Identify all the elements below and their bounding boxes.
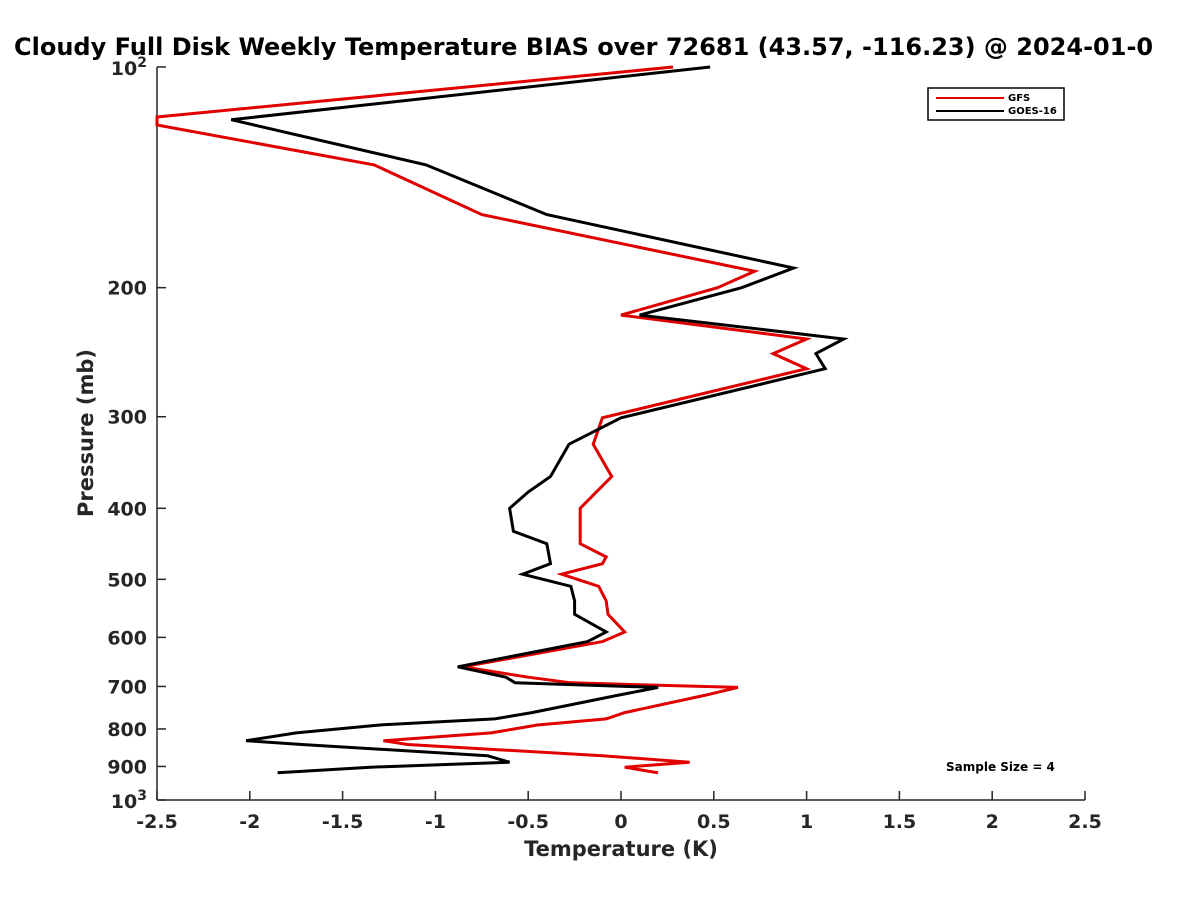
x-tick-label: 2.5: [1068, 811, 1102, 833]
series-line-goes-16: [230, 65, 849, 775]
x-tick-label: 2: [986, 811, 999, 833]
x-tick-label: -2.5: [136, 811, 178, 833]
legend-label-goes-16: GOES-16: [1008, 106, 1057, 117]
x-tick-label: 1.5: [883, 811, 917, 833]
y-tick-label: 900: [107, 756, 147, 778]
y-tick-label: 103: [111, 788, 147, 813]
y-tick-label: 500: [107, 569, 147, 591]
x-tick-label: -2: [239, 811, 260, 833]
y-tick-label: 800: [107, 719, 147, 741]
legend-label-gfs: GFS: [1008, 93, 1030, 104]
y-axis-label: Pressure (mb): [74, 349, 98, 517]
x-tick-label: -1.5: [322, 811, 364, 833]
y-tick-label: 700: [107, 676, 147, 698]
series-line-gfs: [155, 65, 813, 775]
plot-axes: [156, 67, 1085, 801]
legend: GFS GOES-16: [927, 87, 1065, 121]
y-tick-label: 400: [107, 498, 147, 520]
y-tick-label: 600: [107, 627, 147, 649]
x-tick-label: -0.5: [507, 811, 549, 833]
x-axis: -2.5 -2 -1.5 -1 -0.5 0 0.5 1 1.5 2 2.5: [136, 791, 1102, 833]
x-tick-label: 0.5: [697, 811, 731, 833]
y-axis: 200 300 400 500 600 700 800 900 102 103: [107, 55, 166, 813]
y-tick-label: 200: [107, 278, 147, 300]
chart-title: Cloudy Full Disk Weekly Temperature BIAS…: [14, 33, 1153, 61]
legend-box: [927, 87, 1065, 121]
x-axis-label: Temperature (K): [524, 837, 718, 861]
x-tick-label: -1: [425, 811, 446, 833]
y-tick-label: 300: [107, 407, 147, 429]
sample-size-note: Sample Size = 4: [946, 760, 1055, 774]
series-layer: [155, 65, 849, 775]
x-tick-label: 0: [614, 811, 627, 833]
x-tick-label: 1: [800, 811, 813, 833]
y-tick-label: 102: [111, 55, 147, 80]
